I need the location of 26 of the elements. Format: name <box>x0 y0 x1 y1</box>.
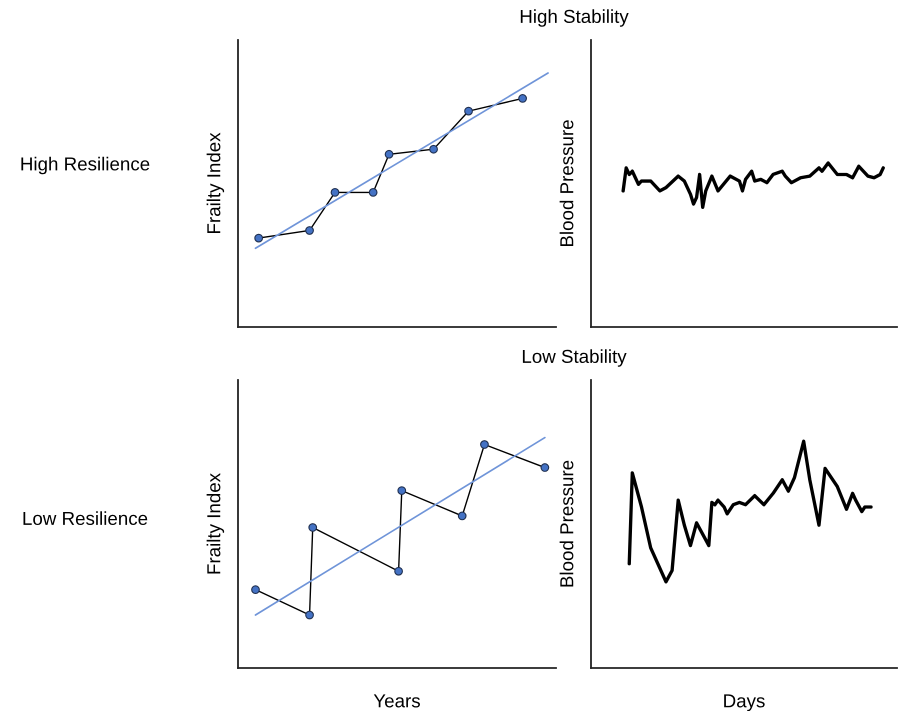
text: Low Stability <box>522 349 627 367</box>
point <box>480 440 489 449</box>
point <box>368 188 378 197</box>
point <box>518 94 527 103</box>
point <box>305 610 314 620</box>
y-axis-title: Frailty Index <box>206 473 224 574</box>
point <box>251 585 260 594</box>
point <box>464 106 473 116</box>
y-axis-title: Blood Pressure <box>560 120 574 246</box>
point <box>305 226 314 235</box>
point <box>429 144 438 154</box>
point <box>540 463 550 472</box>
point <box>384 150 394 159</box>
point <box>254 234 264 242</box>
point <box>458 512 467 520</box>
x-axis-title: Days <box>724 694 765 711</box>
x-axis-title: Years <box>374 694 420 708</box>
y-axis-title: Frailty Index <box>206 132 224 234</box>
text: High Resilience <box>21 156 150 174</box>
text: Low Resilience <box>23 511 148 526</box>
text: High Stability <box>520 9 629 27</box>
point <box>397 486 406 495</box>
point <box>308 523 318 532</box>
y-axis-title: Blood Pressure <box>560 460 574 587</box>
point <box>330 188 340 197</box>
point <box>394 566 403 576</box>
